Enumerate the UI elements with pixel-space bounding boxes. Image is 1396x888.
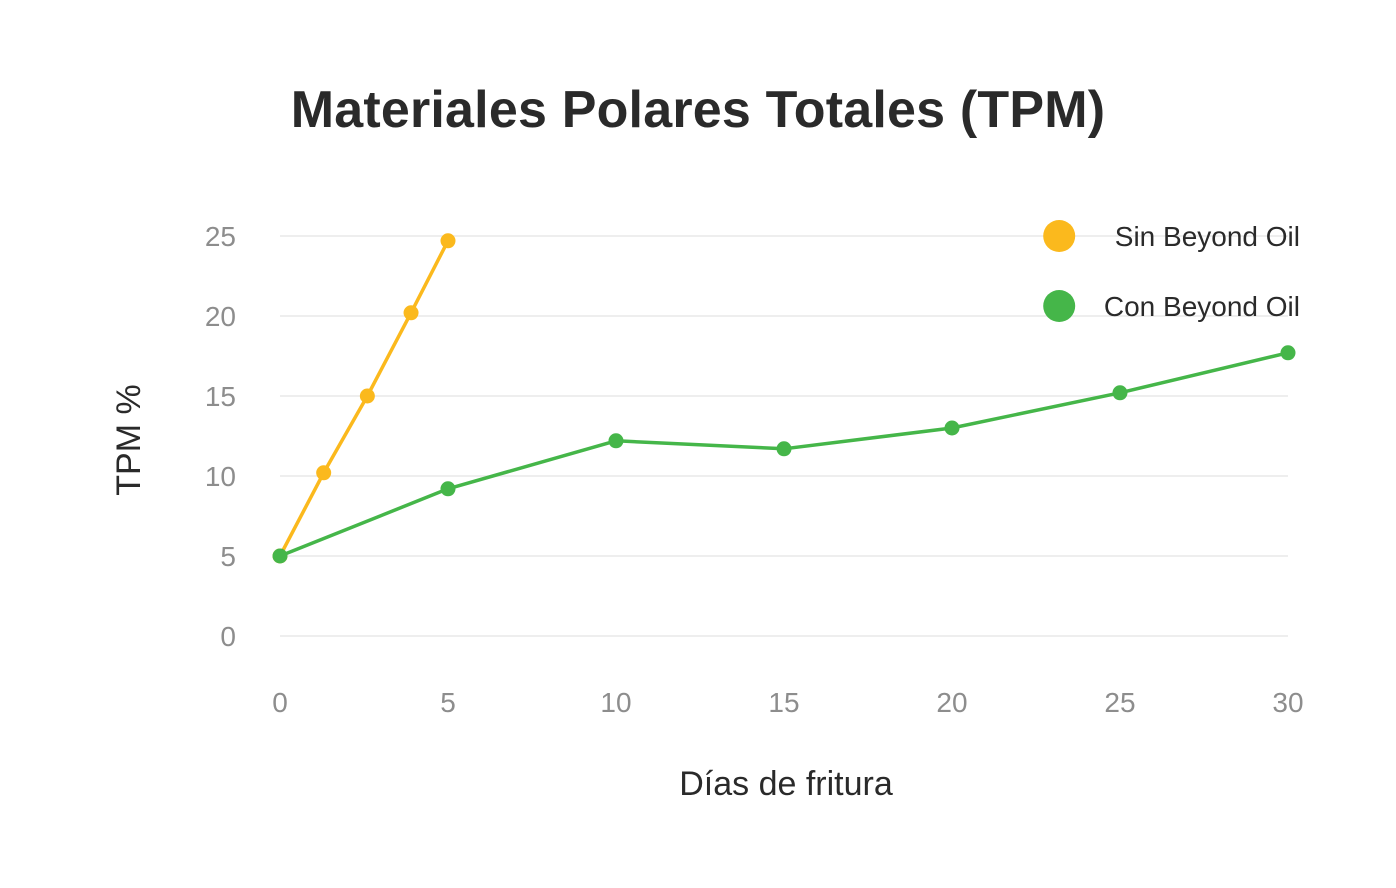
x-axis-label: Días de fritura bbox=[679, 765, 893, 803]
data-point-0-1 bbox=[316, 465, 332, 481]
data-point-1-2 bbox=[608, 433, 624, 449]
y-axis-ticks: 0 5 10 15 20 25 bbox=[205, 221, 236, 652]
legend: Sin Beyond Oil Con Beyond Oil bbox=[1043, 220, 1300, 322]
x-tick-label-0: 0 bbox=[272, 687, 288, 718]
y-axis-label: TPM % bbox=[110, 384, 148, 495]
x-tick-label-20: 20 bbox=[936, 687, 967, 718]
data-point-1-6 bbox=[1280, 345, 1296, 361]
y-tick-label-10: 10 bbox=[205, 461, 236, 492]
legend-swatch-1 bbox=[1043, 290, 1076, 322]
x-tick-label-15: 15 bbox=[768, 687, 799, 718]
data-point-0-3 bbox=[403, 305, 419, 321]
y-tick-label-15: 15 bbox=[205, 381, 236, 412]
y-tick-label-5: 5 bbox=[220, 541, 236, 572]
data-point-1-4 bbox=[944, 420, 960, 436]
legend-item-1: Con Beyond Oil bbox=[1043, 290, 1300, 322]
y-tick-label-20: 20 bbox=[205, 301, 236, 332]
y-tick-label-0: 0 bbox=[220, 621, 236, 652]
legend-label-1: Con Beyond Oil bbox=[1104, 291, 1300, 322]
data-point-1-1 bbox=[440, 481, 456, 497]
data-point-1-0 bbox=[272, 548, 288, 564]
data-point-0-4 bbox=[440, 233, 456, 249]
legend-swatch-0 bbox=[1043, 220, 1076, 252]
data-point-1-3 bbox=[776, 441, 792, 457]
y-tick-label-25: 25 bbox=[205, 221, 236, 252]
legend-item-0: Sin Beyond Oil bbox=[1043, 220, 1300, 252]
data-point-0-2 bbox=[359, 388, 375, 404]
x-tick-label-25: 25 bbox=[1104, 687, 1135, 718]
series-1 bbox=[272, 345, 1296, 564]
grid-lines bbox=[280, 235, 1288, 637]
x-axis-ticks: 0 5 10 15 20 25 30 bbox=[272, 687, 1303, 718]
chart-title: Materiales Polares Totales (TPM) bbox=[290, 81, 1106, 139]
x-tick-label-5: 5 bbox=[440, 687, 456, 718]
series-0 bbox=[272, 233, 456, 564]
data-point-1-5 bbox=[1112, 385, 1128, 401]
x-tick-label-30: 30 bbox=[1272, 687, 1303, 718]
series-layer bbox=[272, 233, 1296, 564]
x-tick-label-10: 10 bbox=[600, 687, 631, 718]
legend-label-0: Sin Beyond Oil bbox=[1115, 221, 1300, 252]
